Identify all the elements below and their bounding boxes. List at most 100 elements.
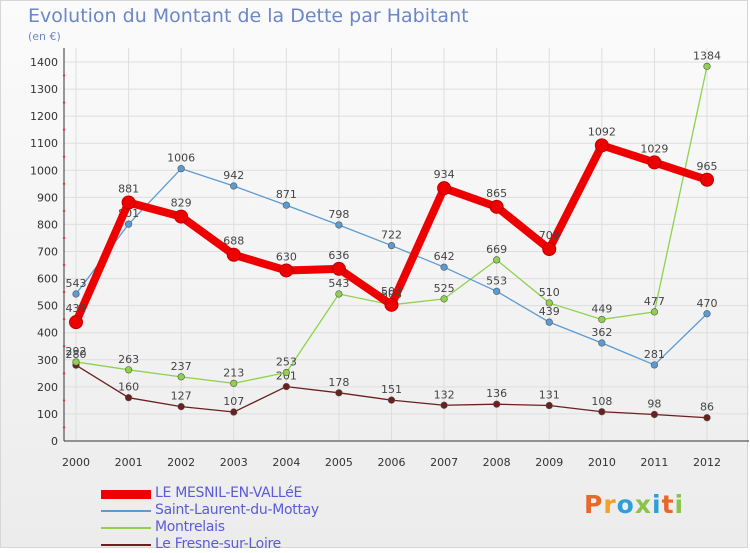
data-label: 1006 [167,152,195,165]
series-point [440,263,448,271]
data-label: 709 [539,229,560,242]
x-tick-label: 2009 [535,456,563,469]
series-point [650,361,659,369]
series-point [72,358,80,366]
y-axis-minor-tick [62,290,66,294]
y-axis-minor-tick [62,101,66,104]
series-point [703,310,711,318]
y-tick-label: 1000 [30,164,58,177]
data-label: 470 [697,297,718,310]
series-point [440,401,448,409]
series-point [598,339,606,347]
y-tick-label: 200 [37,381,58,394]
series-point [493,287,501,295]
x-tick-label: 2007 [430,456,458,469]
legend-swatch [101,510,151,512]
data-label: 477 [644,295,665,308]
data-label: 280 [66,348,87,361]
series-point [72,290,80,298]
x-tick-label: 2000 [62,456,90,469]
x-tick-label: 2005 [325,456,353,469]
series-point [387,241,396,250]
series-point [174,209,189,224]
data-label: 525 [434,282,455,295]
data-label: 178 [328,376,349,389]
data-label: 449 [591,302,612,315]
data-label: 934 [434,168,455,181]
data-label: 213 [223,366,244,379]
x-tick-label: 2004 [272,456,300,469]
data-label: 798 [328,208,349,221]
legend-label: Le Fresne-sur-Loire [155,536,281,552]
y-tick-label: 900 [37,191,58,204]
data-label: 151 [381,383,402,396]
series-point [69,315,83,330]
data-label: 510 [539,286,560,299]
data-label: 107 [223,395,244,408]
legend-label: LE MESNIL-EN-VALLéE [155,485,303,501]
data-label: 1029 [640,142,668,155]
logo-letter: o [616,490,635,519]
logo-letter: x [634,490,652,519]
y-axis-minor-tick [62,317,66,321]
x-tick-label: 2011 [640,456,668,469]
y-axis-minor-tick [62,263,66,267]
logo-letter: i [652,490,662,519]
series-point [650,410,659,419]
data-label: 553 [486,274,507,287]
series-point [335,221,343,229]
series-point [598,315,606,324]
data-label: 642 [434,250,455,263]
y-axis-minor-tick [62,182,66,186]
y-axis-minor-tick [62,236,66,240]
x-tick-label: 2003 [220,456,248,469]
series-point [650,308,659,316]
y-tick-label: 100 [37,408,58,421]
data-label: 503 [381,285,402,298]
data-label: 439 [539,305,560,318]
legend-label: Saint-Laurent-du-Mottay [155,502,319,518]
series-point [230,408,238,416]
data-label: 98 [647,397,661,410]
data-label: 127 [171,390,192,403]
x-tick-label: 2006 [378,456,406,469]
legend-swatch [101,544,151,546]
series-point [437,181,452,196]
chart-title: Evolution du Montant de la Dette par Hab… [28,5,469,27]
series-point [226,247,241,262]
y-tick-label: 700 [37,246,58,259]
series-point [331,261,346,276]
data-label: 131 [539,389,560,402]
series-point [282,201,290,209]
data-label: 237 [171,360,192,373]
series-point [387,396,396,404]
data-label: 263 [118,353,139,366]
y-tick-label: 0 [51,435,58,448]
data-label: 136 [486,387,507,400]
series-point [335,389,343,397]
series-point [703,414,711,422]
series-point [124,366,133,374]
data-label: 281 [644,348,665,361]
x-tick-label: 2008 [483,456,511,469]
data-label: 871 [276,188,297,201]
data-label: 1384 [693,49,721,62]
data-label: 543 [66,277,87,290]
data-label: 942 [223,169,244,182]
y-axis-minor-tick [62,128,66,131]
y-axis-minor-tick [62,399,66,402]
data-label: 108 [591,395,612,408]
data-label: 132 [434,388,455,401]
legend-swatch [101,490,151,499]
data-label: 253 [276,356,297,369]
series-point [545,401,553,410]
series-point [124,394,133,402]
x-tick-label: 2002 [167,456,195,469]
data-label: 362 [591,326,612,339]
data-label: 722 [381,229,402,242]
logo-letter: t [661,490,675,519]
series-point [177,165,185,173]
data-label: 630 [276,250,297,263]
